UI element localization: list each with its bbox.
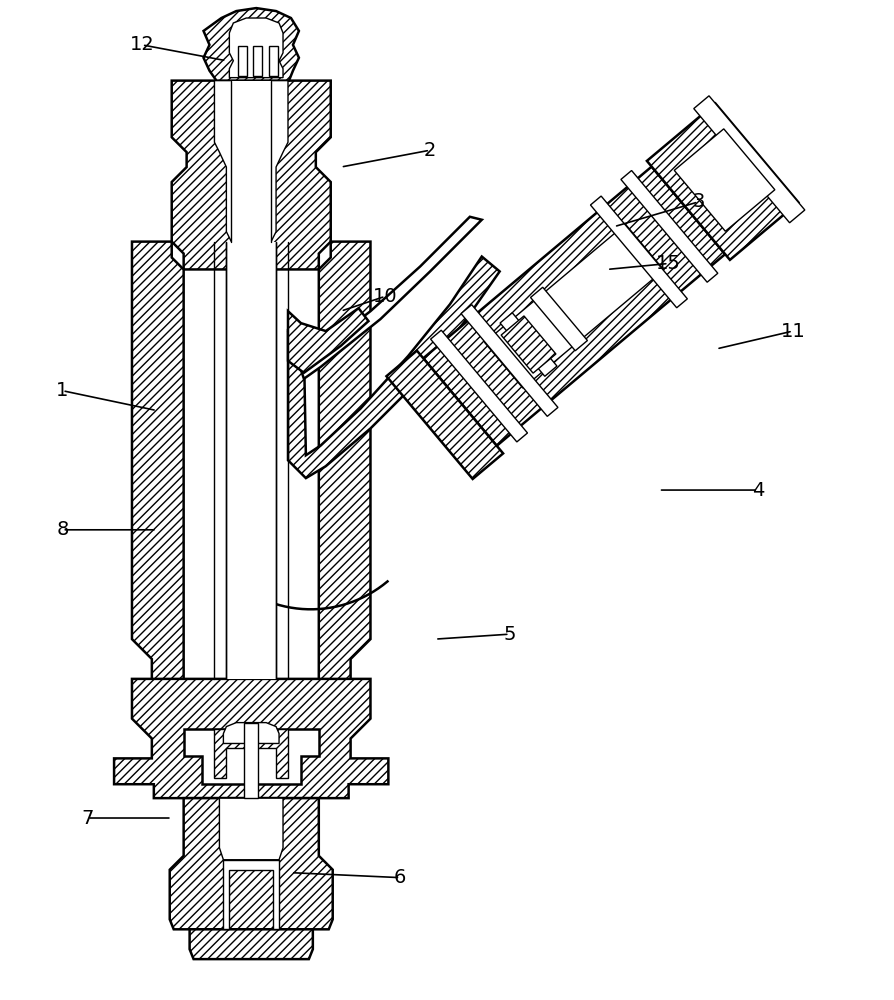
Bar — [232, 81, 271, 242]
Text: 12: 12 — [130, 35, 155, 54]
Text: 7: 7 — [81, 809, 94, 828]
Polygon shape — [224, 860, 279, 929]
Polygon shape — [621, 171, 718, 282]
Text: 15: 15 — [656, 254, 681, 273]
Polygon shape — [215, 81, 288, 242]
Text: 11: 11 — [780, 322, 805, 341]
Polygon shape — [114, 679, 388, 798]
Polygon shape — [224, 723, 279, 743]
Bar — [269, 46, 278, 76]
Polygon shape — [431, 330, 527, 442]
Polygon shape — [502, 316, 556, 373]
Text: 3: 3 — [692, 192, 704, 211]
Polygon shape — [288, 257, 500, 478]
Polygon shape — [647, 103, 798, 260]
Polygon shape — [288, 308, 368, 373]
Polygon shape — [219, 798, 283, 860]
Polygon shape — [530, 287, 587, 351]
Polygon shape — [172, 81, 331, 269]
Bar — [253, 46, 262, 76]
Polygon shape — [485, 224, 663, 388]
Polygon shape — [590, 196, 687, 308]
Text: 10: 10 — [373, 287, 398, 306]
Polygon shape — [170, 798, 333, 929]
Text: 2: 2 — [424, 141, 436, 160]
Text: 4: 4 — [752, 481, 764, 500]
Polygon shape — [190, 929, 313, 959]
Text: 5: 5 — [503, 625, 516, 644]
Polygon shape — [183, 729, 319, 784]
Text: 6: 6 — [394, 868, 407, 887]
Bar — [226, 242, 276, 679]
Polygon shape — [500, 313, 557, 376]
Polygon shape — [674, 129, 775, 231]
Polygon shape — [423, 167, 725, 446]
Bar — [239, 46, 248, 76]
Polygon shape — [215, 729, 288, 778]
Polygon shape — [461, 305, 558, 416]
Polygon shape — [132, 242, 183, 729]
Polygon shape — [694, 96, 805, 223]
Polygon shape — [386, 351, 503, 479]
Polygon shape — [230, 18, 283, 78]
Text: 8: 8 — [56, 520, 69, 539]
Polygon shape — [204, 8, 299, 81]
Polygon shape — [319, 242, 370, 729]
Text: 1: 1 — [56, 381, 69, 400]
Polygon shape — [487, 227, 661, 385]
Polygon shape — [288, 217, 482, 379]
Bar — [244, 723, 258, 798]
